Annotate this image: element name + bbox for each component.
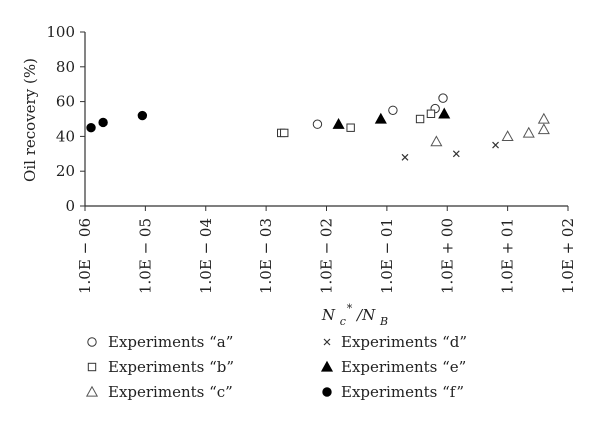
x-label-sub: c [340,315,346,328]
x-tick-label: 1.0E − 06 [76,218,94,294]
x-tick-labels: 1.0E − 06 1.0E − 05 1.0E − 04 1.0E − 03 1.0E… [76,218,577,294]
x-label-sub2: B [379,315,388,328]
data-point-b [280,128,289,138]
y-tick-label: 40 [56,127,75,145]
y-tick-label: 0 [65,197,75,215]
x-axis-label: N c * /N B [321,298,388,329]
x-tick-label: 1.0E − 02 [318,218,336,294]
data-point-b [415,114,425,124]
legend-marker-a [87,337,97,347]
data-point-c [501,130,514,142]
data-point-c [430,135,443,147]
data-point-f [98,117,108,128]
legend-marker-f [322,387,332,397]
legend-marker-e [320,360,334,372]
data-point-a [312,119,323,129]
y-axis-label: Oil recovery (%) [21,58,39,182]
legend-marker-d [323,338,331,346]
legend-label-f: Experiments “f” [341,383,464,401]
data-points [86,93,550,161]
legend-marker-b [87,362,97,372]
legend: Experiments “a” Experiments “b” Experiment… [85,333,467,401]
y-tick-label: 100 [46,23,75,41]
x-tick-label: 1.0E + 01 [499,218,517,294]
data-point-f [137,110,148,121]
legend-label-a: Experiments “a” [108,333,233,351]
data-point-d [401,153,409,161]
legend-label-d: Experiments “d” [341,333,467,351]
y-tick-label: 60 [56,93,75,111]
x-label-rest: /N [355,306,376,324]
data-point-b [426,109,436,118]
data-point-e [374,112,387,124]
legend-label-c: Experiments “c” [108,383,233,401]
x-tick-label: 1.0E + 02 [559,218,577,294]
data-point-e [438,107,451,119]
x-tick-label: 1.0E − 04 [197,218,215,294]
legend-label-e: Experiments “e” [341,358,466,376]
data-point-c [537,112,550,124]
data-point-f [86,123,96,133]
y-tick-labels: 0 20 40 60 80 100 [46,23,75,215]
axes [80,31,569,211]
y-tick-label: 80 [56,58,75,76]
data-point-a [388,105,398,116]
x-label-sup: * [347,302,353,315]
data-point-d [452,150,460,158]
data-point-a [438,93,448,103]
x-tick-label: 1.0E − 01 [378,218,396,294]
x-tick-label: 1.0E − 03 [257,218,275,294]
data-point-d [492,141,499,149]
data-point-c [522,126,535,138]
data-point-c [537,123,550,135]
x-label-base: N [321,306,336,324]
data-point-b [346,123,355,132]
y-tick-label: 20 [56,162,75,180]
x-tick-label: 1.0E + 00 [438,218,456,294]
legend-marker-c [85,385,99,397]
legend-label-b: Experiments “b” [108,358,234,376]
x-tick-label: 1.0E − 05 [136,218,154,294]
data-point-e [332,117,345,129]
